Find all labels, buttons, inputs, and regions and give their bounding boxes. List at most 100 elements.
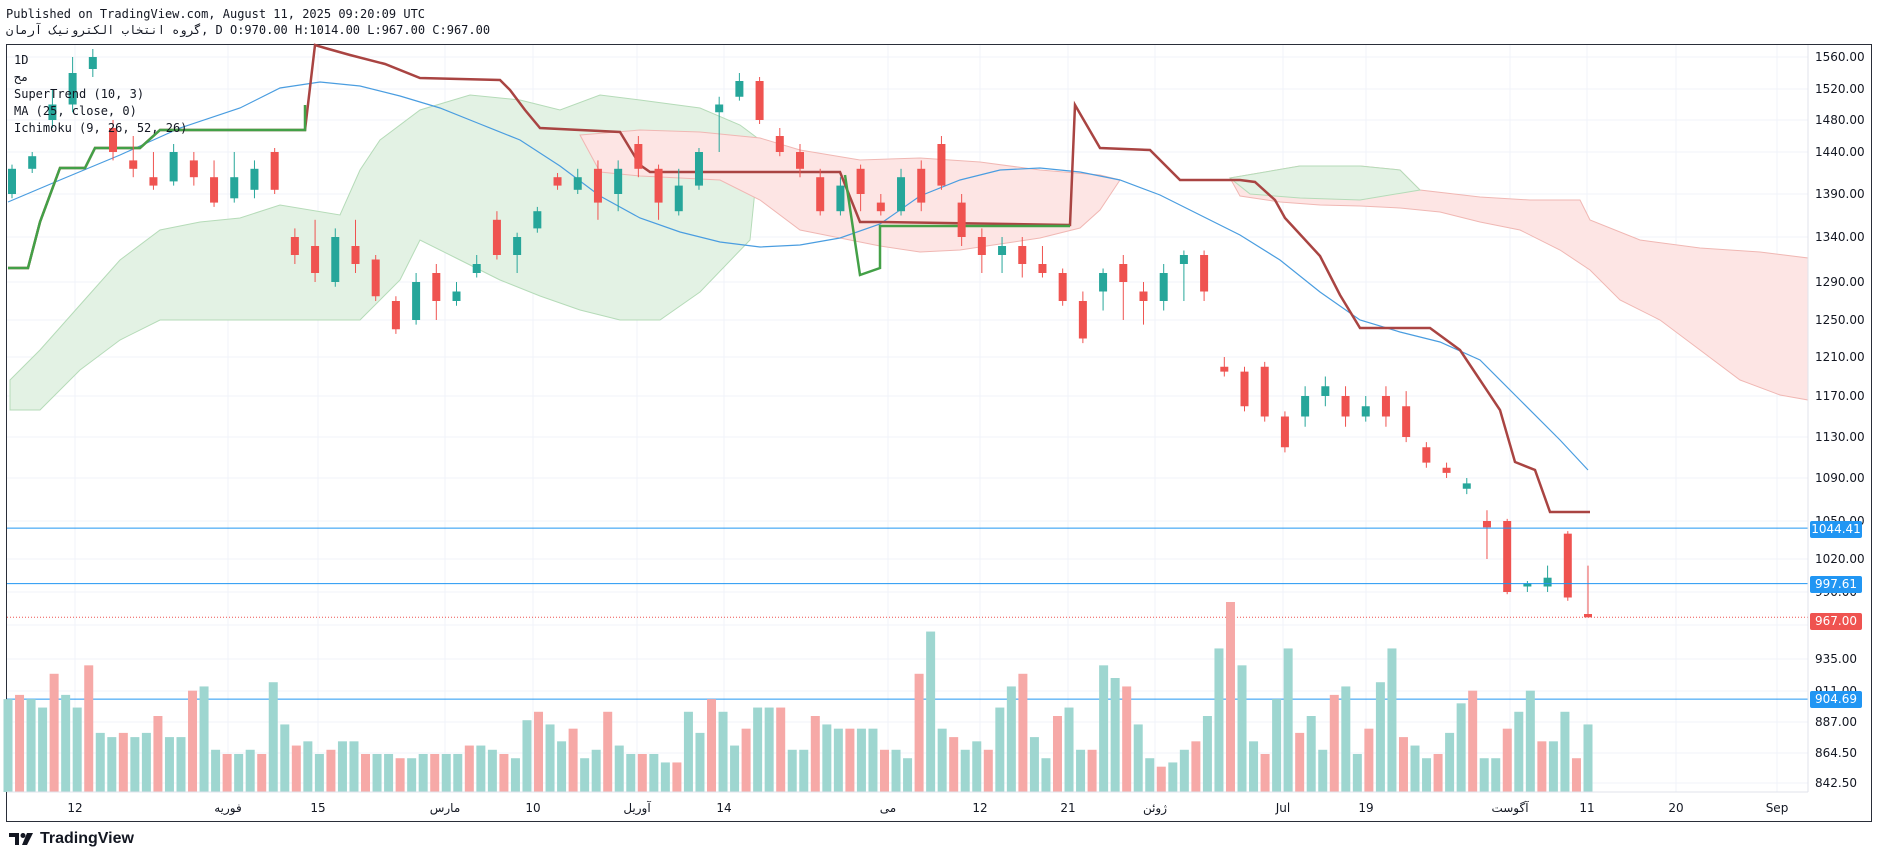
volume-bar [176, 737, 186, 792]
volume-bar [291, 745, 301, 792]
volume-bar [164, 737, 174, 792]
volume-bar [1202, 716, 1212, 792]
candle-body [1220, 366, 1229, 372]
volume-bar [856, 728, 866, 792]
candle-body [250, 168, 259, 190]
volume-bar [1583, 724, 1593, 792]
volume-bar [1398, 737, 1408, 792]
volume-bar [1456, 703, 1466, 792]
volume-bar [441, 754, 451, 792]
price-tag-level1: 1044.41 [1810, 521, 1862, 538]
volume-bar [1018, 673, 1028, 792]
volume-bar [718, 711, 728, 792]
tradingview-logo-icon [9, 833, 33, 845]
candle-body [1361, 406, 1370, 417]
volume-bar [95, 732, 105, 792]
volume-bar [1087, 749, 1097, 792]
volume-bar [730, 745, 740, 792]
volume-bar [245, 749, 255, 792]
candle-body [8, 168, 16, 194]
volume-bar [603, 711, 613, 792]
candle-body [331, 237, 340, 282]
volume-bar [1099, 665, 1109, 792]
volume-bar [61, 694, 71, 792]
candle-body [614, 168, 623, 194]
price-axis-label: 1290.00 [1815, 275, 1865, 289]
legend-timeframe: 1D [14, 53, 29, 67]
volume-bar [1364, 728, 1374, 792]
volume-bar [130, 737, 140, 792]
volume-bar [995, 707, 1005, 792]
volume-bar [683, 711, 693, 792]
volume-bar [822, 724, 832, 792]
time-axis-label: 15 [310, 801, 325, 815]
volume-bar [1548, 741, 1558, 792]
volume-bar [672, 762, 682, 792]
time-axis-label: 19 [1358, 801, 1373, 815]
volume-bar [407, 758, 417, 792]
volume-bar [1110, 678, 1120, 792]
legend-ma[interactable]: MA (25, close, 0) [14, 104, 137, 118]
volume-bar [1168, 762, 1178, 792]
volume-bar [1029, 737, 1039, 792]
volume-bar [522, 720, 532, 792]
tradingview-brand[interactable]: TradingView [8, 830, 134, 848]
volume-bar [1479, 758, 1489, 792]
volume-bar [614, 745, 624, 792]
candle-body [149, 177, 158, 186]
volume-bar [26, 699, 36, 792]
volume-bar [1341, 686, 1351, 792]
price-axis-label: 1440.00 [1815, 145, 1865, 159]
volume-bar [649, 754, 659, 792]
candle-body [876, 202, 885, 212]
volume-bar [234, 754, 244, 792]
volume-bar [707, 699, 717, 792]
volume-bar [1445, 732, 1455, 792]
volume-bar [326, 749, 336, 792]
price-axis-label: 1520.00 [1815, 82, 1865, 96]
volume-bar [72, 707, 82, 792]
volume-bar [107, 737, 117, 792]
volume-bar [280, 724, 290, 792]
volume-bar [776, 707, 786, 792]
candle-body [88, 57, 97, 69]
volume-bar [591, 749, 601, 792]
volume-bar [49, 673, 59, 792]
candle-body [816, 177, 825, 212]
volume-bar [695, 732, 705, 792]
volume-bar [268, 682, 278, 792]
legend-ichimoku[interactable]: Ichimoku (9, 26, 52, 26) [14, 121, 188, 135]
volume-bar [580, 758, 590, 792]
candle-body [371, 259, 380, 297]
volume-bar [1283, 648, 1293, 792]
candle-body [169, 152, 178, 182]
volume-bar [1064, 707, 1074, 792]
candle-body [634, 144, 643, 169]
candle-body [1280, 416, 1289, 448]
volume-bar [314, 754, 324, 792]
volume-bar [868, 728, 878, 792]
candle-body [129, 160, 138, 169]
price-axis-label: 1090.00 [1815, 471, 1865, 485]
candle-body [755, 81, 764, 120]
candle-body [1301, 396, 1310, 417]
ichimoku-cloud-bearish [579, 129, 1121, 253]
candle-body [654, 168, 663, 203]
price-axis-label: 1560.00 [1815, 50, 1865, 64]
volume-bar [891, 749, 901, 792]
volume-bar [1156, 766, 1166, 792]
candle-body [1442, 467, 1451, 473]
candle-body [1503, 521, 1512, 592]
time-axis-label: آوریل [623, 800, 651, 816]
volume-bar [337, 741, 347, 792]
volume-bar [626, 754, 636, 792]
volume-bar [384, 754, 394, 792]
price-axis-label: 887.00 [1815, 715, 1857, 729]
price-axis-label: 1020.00 [1815, 552, 1865, 566]
legend-supertrend[interactable]: SuperTrend (10, 3) [14, 87, 145, 101]
price-axis-label: 1170.00 [1815, 389, 1865, 403]
candle-body [694, 152, 703, 186]
time-axis-label: 21 [1060, 801, 1075, 815]
chart-frame[interactable] [6, 44, 1872, 822]
